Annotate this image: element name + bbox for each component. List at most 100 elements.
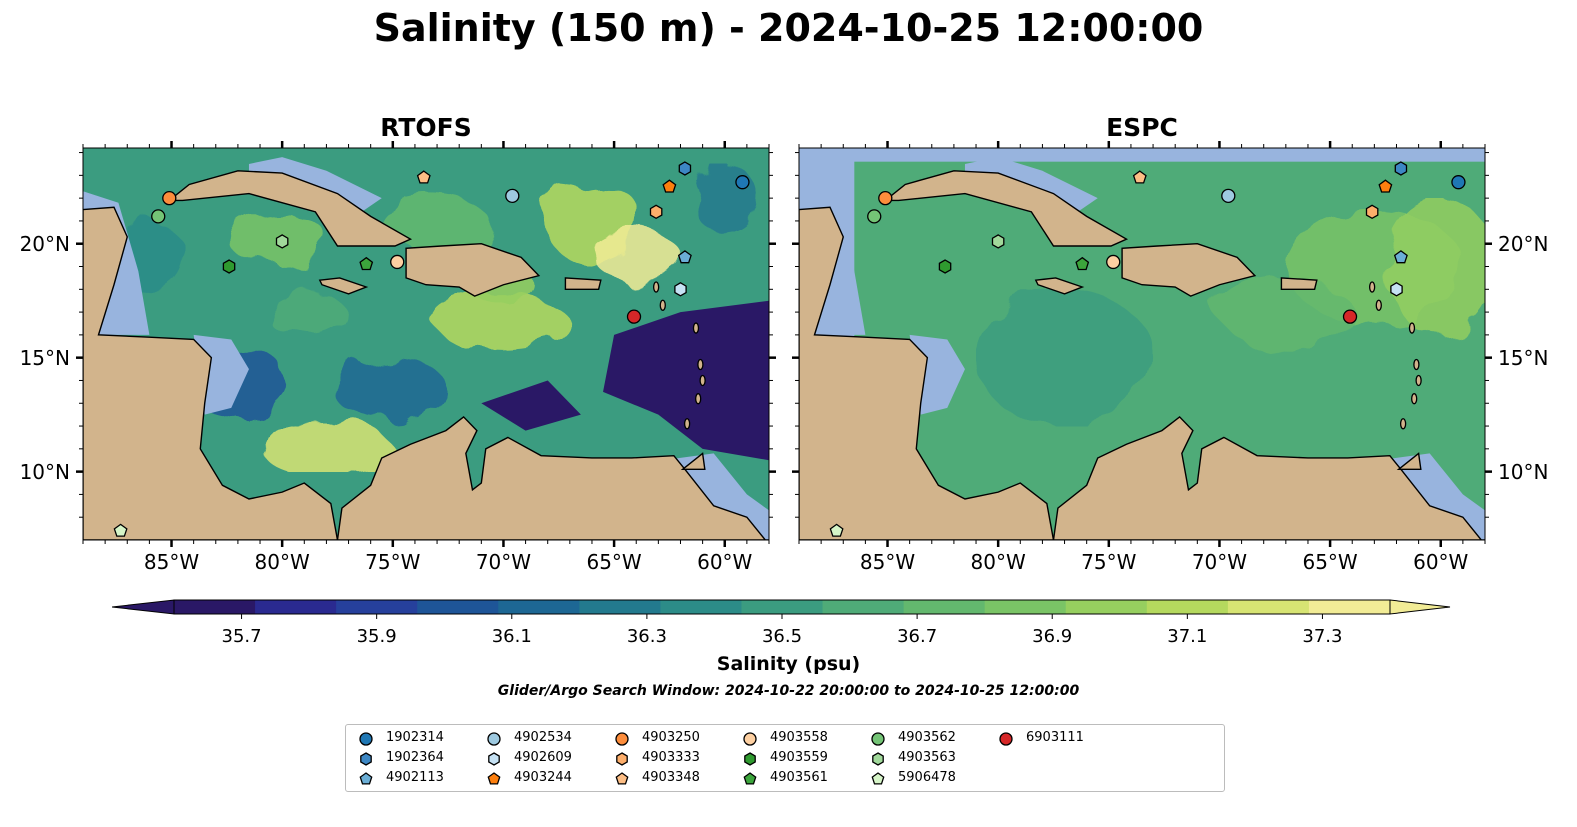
legend-label: 4902534 xyxy=(514,730,572,745)
lon-tick-label: 70°W xyxy=(1191,550,1248,574)
colorbar-segment xyxy=(741,600,824,614)
search-window-caption: Glider/Argo Search Window: 2024-10-22 20… xyxy=(497,683,1080,699)
float-marker-4903562 xyxy=(867,209,882,224)
lon-tick-label: 70°W xyxy=(475,550,532,574)
colorbar-segment xyxy=(336,600,418,614)
colorbar-tick-label: 35.7 xyxy=(221,626,262,647)
colorbar-segment xyxy=(660,600,742,614)
colorbar-segment xyxy=(498,600,580,614)
legend-label: 4903333 xyxy=(642,750,700,765)
legend-marker-icon xyxy=(360,752,372,766)
legend-label: 4902113 xyxy=(386,770,444,785)
float-marker-4903333 xyxy=(649,204,663,220)
float-legend: 1902314 1902364 4902113 4902534 4902609 49032… xyxy=(345,724,1225,792)
colorbar xyxy=(112,599,1451,619)
legend-label: 5906478 xyxy=(898,770,956,785)
float-marker-6903111 xyxy=(1342,309,1358,324)
lat-tick-label: 20°N xyxy=(19,231,70,256)
lat-tick-label: 10°N xyxy=(19,459,70,484)
float-marker-5906478 xyxy=(829,523,844,537)
colorbar-segment xyxy=(255,600,337,614)
float-marker-4902113 xyxy=(1393,250,1408,264)
legend-marker-icon xyxy=(615,732,629,746)
colorbar-tick-label: 37.3 xyxy=(1302,626,1343,647)
float-marker-4903563 xyxy=(991,234,1005,249)
lon-tick-label: 80°W xyxy=(970,550,1026,574)
lon-tick-label: 60°W xyxy=(697,550,753,574)
lat-tick-label: 15°N xyxy=(1498,345,1549,370)
lat-tick-label: 20°N xyxy=(1498,231,1549,256)
legend-label: 4903561 xyxy=(770,770,828,785)
float-marker-4903559 xyxy=(222,259,236,274)
lon-tick-label: 65°W xyxy=(586,550,642,574)
float-marker-1902364 xyxy=(1394,161,1408,176)
legend-marker-icon xyxy=(872,752,884,766)
float-marker-6903111 xyxy=(626,309,642,324)
colorbar-segment xyxy=(417,600,499,614)
colorbar-tick-label: 36.5 xyxy=(761,626,803,647)
float-marker-4903561 xyxy=(1075,256,1090,271)
float-marker-4903333 xyxy=(1365,204,1379,220)
float-marker-4903244 xyxy=(1378,179,1393,193)
colorbar-segment xyxy=(174,600,256,614)
legend-label: 4903348 xyxy=(642,770,700,785)
colorbar-tick-label: 36.3 xyxy=(626,626,667,647)
legend-label: 4903244 xyxy=(514,770,572,785)
float-marker-4902609 xyxy=(674,282,687,297)
colorbar-tick-label: 35.9 xyxy=(356,626,397,647)
lon-tick-label: 75°W xyxy=(1081,550,1137,574)
map-panels xyxy=(76,141,1492,547)
legend-marker-icon xyxy=(487,772,501,785)
legend-marker-icon xyxy=(615,772,629,785)
chart-title: Salinity (150 m) - 2024-10-25 12:00:00 xyxy=(373,6,1204,50)
float-marker-4902113 xyxy=(677,250,692,264)
float-marker-4903563 xyxy=(275,234,289,249)
lon-tick-label: 60°W xyxy=(1413,550,1469,574)
lon-tick-label: 85°W xyxy=(859,550,916,574)
float-marker-4903348 xyxy=(416,170,431,184)
legend-marker-icon xyxy=(871,772,885,785)
float-marker-4903244 xyxy=(662,179,677,193)
legend-marker-icon xyxy=(744,752,756,766)
float-marker-1902314 xyxy=(735,175,750,190)
legend-marker-icon xyxy=(359,772,373,785)
lat-tick-label: 15°N xyxy=(19,345,70,370)
legend-label: 4903558 xyxy=(770,730,828,745)
legend-label: 4903562 xyxy=(898,730,956,745)
legend-marker-icon xyxy=(743,732,757,746)
float-marker-4903250 xyxy=(162,190,177,206)
colorbar-segment xyxy=(1146,600,1229,614)
float-marker-4903562 xyxy=(151,209,166,224)
espc-map xyxy=(792,141,1492,547)
colorbar-tick-label: 36.9 xyxy=(1032,626,1073,647)
legend-label: 1902364 xyxy=(386,750,444,765)
legend-marker-icon xyxy=(616,752,628,766)
colorbar-segment xyxy=(1308,600,1391,614)
colorbar-tick-label: 37.1 xyxy=(1167,626,1208,647)
legend-marker-icon xyxy=(871,732,885,746)
colorbar-label: Salinity (psu) xyxy=(716,653,861,675)
lon-tick-label: 85°W xyxy=(143,550,200,574)
legend-label: 4903559 xyxy=(770,750,828,765)
float-marker-4903559 xyxy=(938,259,952,274)
espc-panel-title: ESPC xyxy=(1106,113,1178,142)
legend-marker-icon xyxy=(359,732,373,746)
float-marker-4902609 xyxy=(1390,282,1403,297)
colorbar-tick-label: 36.7 xyxy=(897,626,938,647)
float-marker-1902364 xyxy=(678,161,692,176)
colorbar-segment xyxy=(984,600,1067,614)
legend-label: 4903250 xyxy=(642,730,700,745)
float-marker-4903250 xyxy=(878,190,893,206)
colorbar-segment xyxy=(1065,600,1148,614)
colorbar-segment xyxy=(579,600,661,614)
float-marker-4902534 xyxy=(505,188,520,204)
float-marker-5906478 xyxy=(113,523,128,537)
legend-label: 4902609 xyxy=(514,750,572,765)
lon-tick-label: 75°W xyxy=(365,550,421,574)
colorbar-extend-low xyxy=(112,599,175,615)
colorbar-segment xyxy=(903,600,986,614)
legend-marker-icon xyxy=(999,732,1013,746)
float-marker-4903558 xyxy=(1106,254,1121,270)
colorbar-tick-label: 36.1 xyxy=(491,626,532,647)
float-marker-4903558 xyxy=(390,254,405,270)
